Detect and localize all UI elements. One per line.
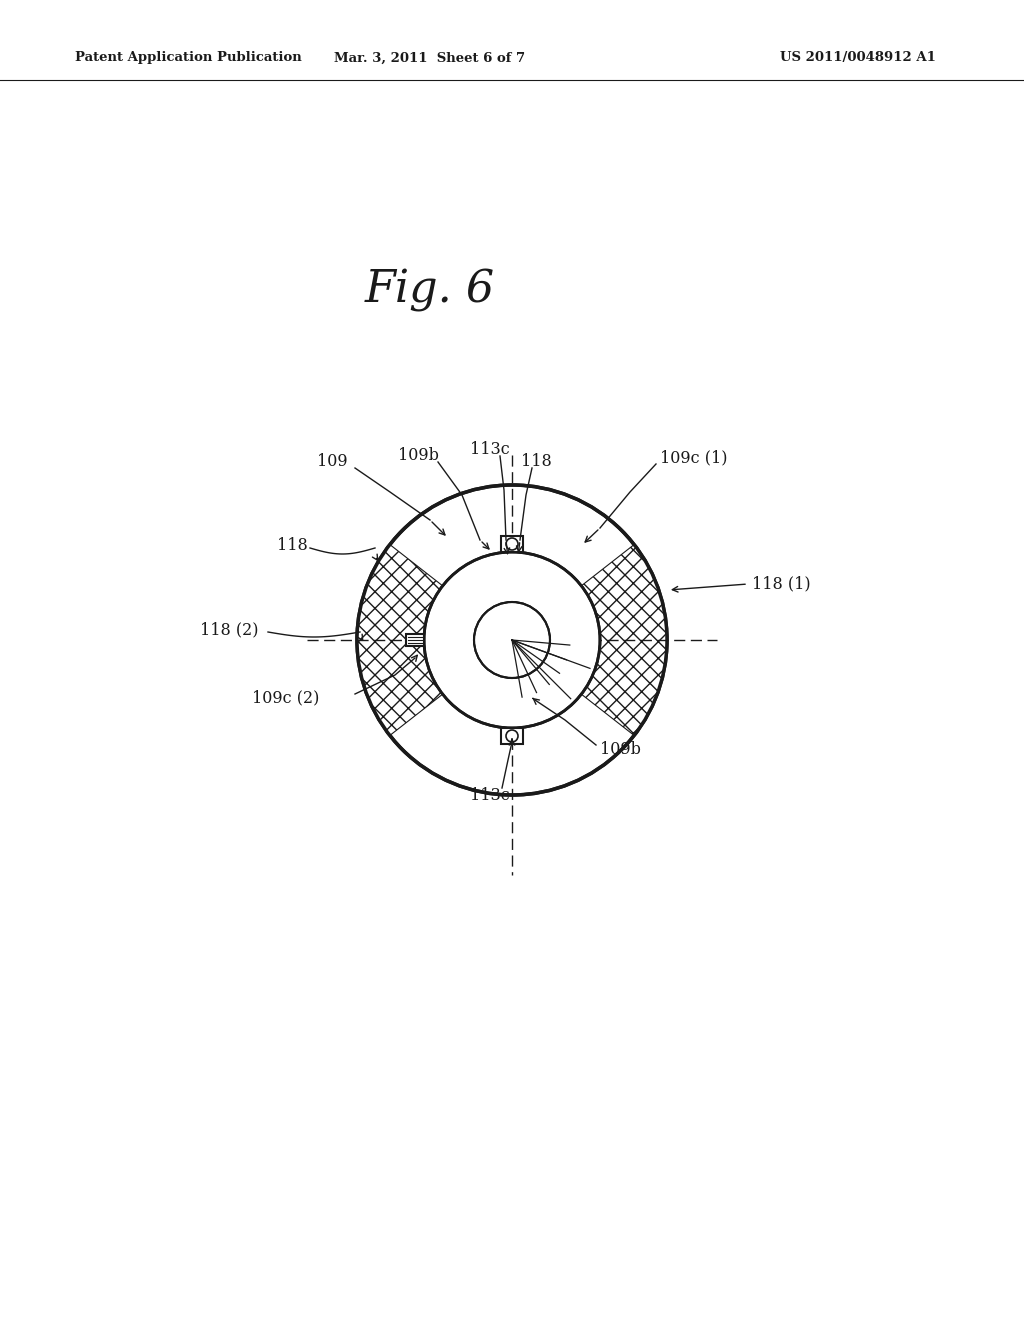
- Text: 109c (1): 109c (1): [660, 450, 727, 466]
- Text: Fig. 6: Fig. 6: [365, 268, 496, 312]
- Text: 109b: 109b: [600, 742, 641, 759]
- Circle shape: [506, 730, 518, 742]
- Polygon shape: [582, 545, 667, 735]
- Text: 118 (1): 118 (1): [752, 576, 811, 593]
- Circle shape: [474, 602, 550, 678]
- Text: 113c: 113c: [470, 441, 510, 458]
- Text: 109: 109: [316, 454, 347, 470]
- Circle shape: [506, 539, 518, 550]
- Text: Mar. 3, 2011  Sheet 6 of 7: Mar. 3, 2011 Sheet 6 of 7: [335, 51, 525, 65]
- Bar: [501, 729, 523, 744]
- Text: 118: 118: [276, 537, 307, 554]
- Text: 113c: 113c: [470, 788, 510, 804]
- Text: 118: 118: [520, 454, 551, 470]
- Bar: [406, 634, 424, 645]
- Text: Patent Application Publication: Patent Application Publication: [75, 51, 302, 65]
- Polygon shape: [357, 545, 442, 735]
- Circle shape: [357, 484, 667, 795]
- Text: US 2011/0048912 A1: US 2011/0048912 A1: [780, 51, 936, 65]
- Bar: [501, 536, 523, 552]
- Text: 109c (2): 109c (2): [252, 689, 319, 706]
- Text: 109b: 109b: [397, 447, 438, 465]
- Circle shape: [424, 552, 600, 729]
- Text: 118 (2): 118 (2): [200, 622, 258, 639]
